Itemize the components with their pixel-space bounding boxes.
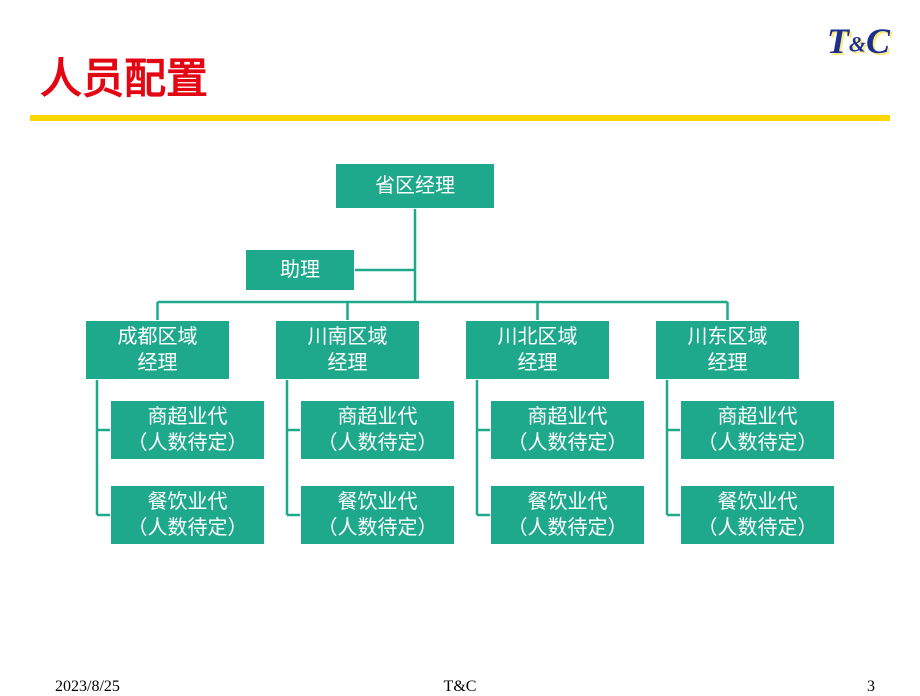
footer-page: 3: [867, 678, 875, 696]
org-child-1-1: 餐饮业代（人数待定）: [300, 485, 455, 545]
org-child-2-1: 餐饮业代（人数待定）: [490, 485, 645, 545]
org-manager-0: 成都区域经理: [85, 320, 230, 380]
org-child-2-0: 商超业代（人数待定）: [490, 400, 645, 460]
page-title: 人员配置: [40, 45, 208, 106]
org-chart: 省区经理助理成都区域经理川南区域经理川北区域经理川东区域经理商超业代（人数待定）…: [0, 155, 920, 635]
logo-t: T: [827, 21, 849, 61]
org-root: 省区经理: [335, 163, 495, 209]
title-divider: [30, 115, 890, 121]
org-manager-3: 川东区域经理: [655, 320, 800, 380]
logo-amp: &: [849, 32, 866, 57]
footer-center: T&C: [444, 678, 477, 696]
org-manager-2: 川北区域经理: [465, 320, 610, 380]
org-child-0-0: 商超业代（人数待定）: [110, 400, 265, 460]
org-connectors: [0, 155, 920, 635]
org-manager-1: 川南区域经理: [275, 320, 420, 380]
footer-date: 2023/8/25: [55, 678, 120, 696]
logo: T&C: [827, 20, 890, 62]
org-child-3-0: 商超业代（人数待定）: [680, 400, 835, 460]
org-child-3-1: 餐饮业代（人数待定）: [680, 485, 835, 545]
logo-c: C: [866, 21, 890, 61]
org-child-0-1: 餐饮业代（人数待定）: [110, 485, 265, 545]
org-assistant: 助理: [245, 249, 355, 291]
org-child-1-0: 商超业代（人数待定）: [300, 400, 455, 460]
